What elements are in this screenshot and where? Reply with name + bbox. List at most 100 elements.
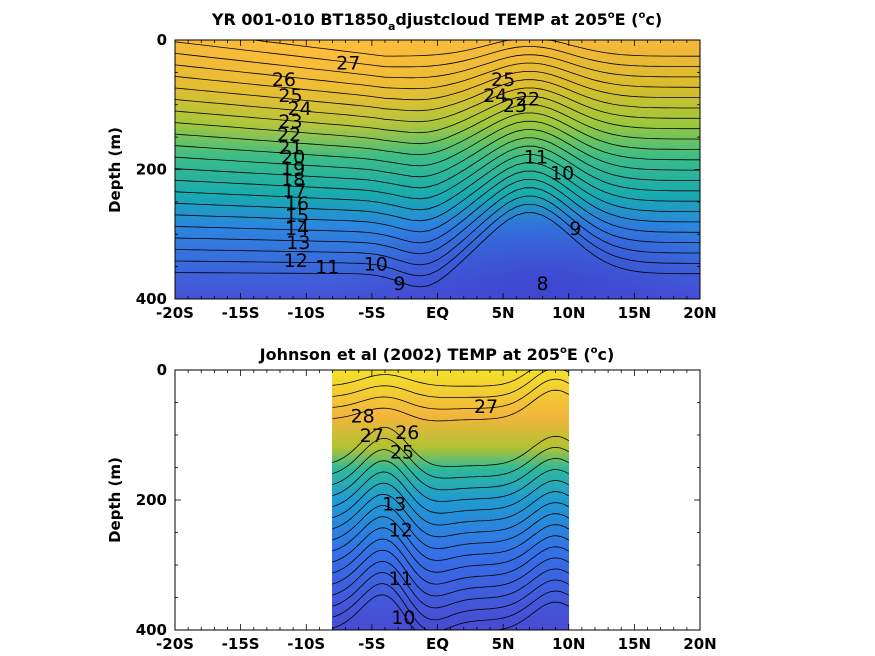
isotherm-line [332, 370, 569, 398]
x-tick-label: 15N [618, 635, 651, 653]
x-tick-label: 20N [683, 635, 716, 653]
contour-label: 20 [281, 147, 305, 169]
isotherm-line [175, 145, 700, 200]
contour-label: 27 [336, 53, 360, 75]
x-tick-label: 5N [492, 304, 515, 322]
x-tick-label: 10N [552, 635, 585, 653]
contour-label: 8 [536, 273, 548, 295]
contour-label: 12 [284, 250, 308, 272]
contour-label: 9 [569, 218, 581, 240]
contour-label: 10 [364, 253, 388, 275]
x-tick-label: -10S [287, 635, 325, 653]
isotherm-line [332, 493, 569, 538]
x-tick-label: -15S [222, 304, 260, 322]
chart-1-ylabel: Depth (m) [106, 127, 124, 213]
isotherm-line [175, 195, 700, 266]
contour-label: 10 [391, 607, 415, 629]
isotherm-line [332, 426, 569, 468]
chart-2-field [332, 370, 569, 630]
isotherm-line [332, 560, 569, 609]
isotherm-line [332, 527, 569, 573]
isotherm-line [332, 471, 569, 514]
isotherm-line [332, 572, 569, 621]
isotherm-line [175, 112, 700, 156]
contour-label: 13 [286, 232, 310, 254]
x-tick-label: -5S [358, 304, 385, 322]
chart-1-isotherms [175, 40, 700, 288]
contour-label: 16 [285, 193, 309, 215]
contour-label: 26 [272, 69, 296, 91]
x-tick-label: 15N [618, 304, 651, 322]
contour-label: 18 [281, 169, 305, 191]
contour-label: 22 [277, 124, 301, 146]
contour-label: 22 [516, 88, 540, 110]
contour-label: 24 [288, 98, 312, 120]
contour-label: 27 [360, 425, 384, 447]
isotherm-line [175, 212, 700, 288]
isotherm-line [175, 79, 700, 112]
x-tick-label: -20S [156, 304, 194, 322]
isotherm-line [332, 389, 569, 422]
isotherm-line [175, 95, 700, 134]
isotherm-line [175, 40, 700, 57]
x-tick-label: -20S [156, 635, 194, 653]
contour-label: 9 [393, 273, 405, 295]
x-tick-label: -5S [358, 635, 385, 653]
y-tick-label: 200 [136, 161, 167, 179]
y-tick-label: 200 [136, 491, 167, 509]
chart-2-title: Johnson et al (2002) TEMP at 205oE (oc) [259, 345, 615, 364]
x-tick-label: EQ [426, 635, 449, 653]
isotherm-line [175, 71, 700, 101]
chart-2-ticks: -20S -15S -10S -5S EQ 5N 10N 15N 20N 0 200 400 [136, 361, 717, 653]
isotherm-line [332, 460, 569, 502]
y-tick-label: 400 [136, 290, 167, 308]
chart-2-ylabel: Depth (m) [106, 457, 124, 543]
isotherm-line [175, 187, 700, 255]
isotherm-line [175, 170, 700, 233]
y-tick-label: 0 [157, 361, 167, 379]
isotherm-line [175, 129, 700, 178]
chart-1-ticks: -20S -15S -10S -5S EQ 5N 10N 15N 20N 0 200 400 [136, 31, 717, 322]
isotherm-line [332, 516, 569, 561]
x-tick-label: 10N [552, 304, 585, 322]
contour-label: 24 [483, 85, 507, 107]
contour-label: 25 [278, 85, 302, 107]
contour-label: 28 [351, 406, 375, 428]
chart-2-isotherms [332, 370, 569, 630]
contour-label: 11 [389, 568, 413, 590]
chart-1-title: YR 001-010 BT1850adjustcloud TEMP at 205… [211, 10, 662, 33]
isotherm-line [332, 482, 569, 526]
contour-label: 13 [382, 493, 406, 515]
contour-label: 27 [474, 396, 498, 418]
isotherm-line [175, 104, 700, 145]
isotherm-line [332, 437, 569, 479]
x-tick-label: -15S [222, 635, 260, 653]
contour-label: 19 [281, 158, 305, 180]
isotherm-line [175, 162, 700, 222]
isotherm-line [175, 154, 700, 211]
contour-label: 23 [278, 111, 302, 133]
contour-label: 11 [315, 257, 339, 279]
isotherm-line [175, 87, 700, 123]
x-tick-label: -10S [287, 304, 325, 322]
isotherm-line [332, 594, 569, 630]
y-tick-label: 0 [157, 31, 167, 49]
x-tick-label: 20N [683, 304, 716, 322]
isotherm-line [175, 41, 700, 68]
contour-label: 23 [503, 95, 527, 117]
contour-label: 25 [390, 441, 414, 463]
contour-label: 25 [491, 69, 515, 91]
contour-label: 21 [278, 137, 302, 159]
isotherm-line [175, 204, 700, 277]
isotherm-line [175, 120, 700, 167]
isotherm-line [332, 504, 569, 550]
contour-label: 11 [524, 147, 548, 169]
y-tick-label: 400 [136, 621, 167, 639]
isotherm-line [332, 449, 569, 491]
chart-1-field [175, 40, 700, 299]
contour-label: 15 [285, 205, 309, 227]
isotherm-line [175, 53, 700, 79]
contour-label: 12 [389, 519, 413, 541]
